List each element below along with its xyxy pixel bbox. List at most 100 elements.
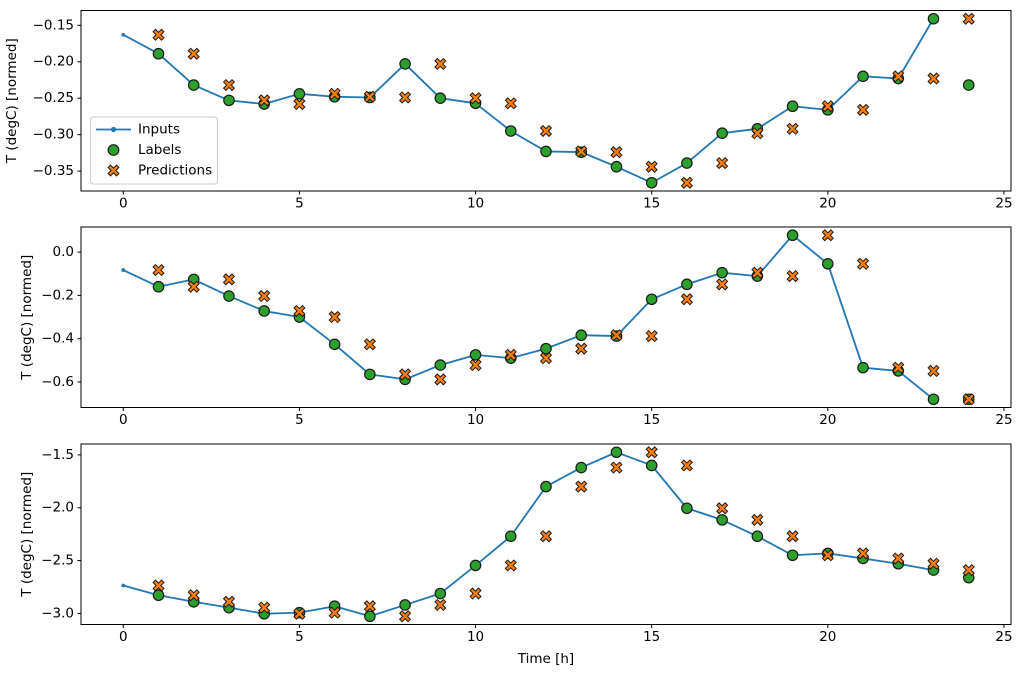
axes-spines — [80, 10, 1012, 192]
prediction-marker — [786, 270, 799, 283]
inputs-line — [122, 18, 935, 184]
y-tick-label: −0.20 — [33, 54, 74, 70]
prediction-marker — [363, 338, 376, 351]
prediction-marker — [962, 393, 975, 406]
label-marker — [645, 459, 658, 472]
label-marker — [927, 393, 940, 406]
legend: Inputs Labels Predictions — [90, 116, 218, 185]
prediction-marker — [716, 278, 729, 291]
prediction-marker — [575, 480, 588, 493]
x-tick-label: 10 — [467, 629, 484, 645]
prediction-marker — [363, 600, 376, 613]
y-tick-label: −0.4 — [41, 331, 74, 347]
axes-spines — [80, 443, 1012, 625]
prediction-marker — [751, 513, 764, 526]
legend-label-inputs: Inputs — [138, 122, 180, 138]
label-marker — [610, 160, 623, 173]
prediction-marker — [187, 280, 200, 293]
subplot-1: T (degC) [normed] 0 5 10 15 20 25 −0.15 −0.20 −0… — [4, 10, 1013, 212]
prediction-marker — [187, 47, 200, 60]
label-marker — [364, 610, 376, 623]
prediction-marker — [328, 87, 341, 100]
x-tick-label: 15 — [643, 629, 660, 645]
prediction-marker — [222, 595, 236, 608]
label-marker — [716, 127, 728, 139]
label-marker — [152, 589, 165, 602]
x-tick-label: 0 — [119, 196, 128, 212]
label-marker — [152, 280, 165, 293]
subplot-3: T (degC) [normed] 0 5 10 15 20 25 −1.5 −2.0 −2.5… — [19, 443, 1013, 645]
legend-entry-labels: Labels — [107, 142, 181, 158]
legend-entry-inputs: Inputs — [96, 122, 180, 138]
y-tick-label: −0.30 — [33, 127, 74, 143]
prediction-marker — [293, 607, 306, 620]
label-marker — [716, 266, 728, 279]
y-tick-label: −2.5 — [41, 553, 74, 569]
prediction-marker — [856, 103, 870, 116]
label-marker — [822, 257, 834, 270]
prediction-marker — [962, 12, 975, 25]
prediction-marker — [645, 446, 658, 459]
label-marker — [645, 293, 658, 306]
prediction-marker — [927, 72, 940, 85]
prediction-marker — [575, 342, 588, 355]
prediction-marker — [751, 127, 764, 140]
y-tick-label: −1.5 — [41, 447, 74, 463]
label-marker — [293, 88, 306, 100]
x-tick-label: 20 — [819, 412, 836, 428]
prediction-marker — [786, 530, 799, 543]
inputs-dot-swatch-icon — [110, 126, 117, 133]
x-tick-label: 15 — [643, 412, 660, 428]
plot-area-3: 0 5 10 15 20 25 −1.5 −2.0 −2.5 −3.0 — [41, 443, 1013, 645]
y-tick-label: −0.15 — [33, 17, 74, 33]
prediction-marker — [398, 610, 412, 623]
prediction-marker — [469, 92, 482, 105]
y-tick-label: −0.35 — [33, 163, 74, 179]
prediction-marker — [821, 549, 834, 562]
prediction-marker — [680, 176, 694, 189]
axes-spines — [80, 226, 1012, 408]
label-marker — [857, 361, 869, 374]
prediction-marker — [751, 266, 764, 279]
prediction-marker — [786, 122, 799, 135]
prediction-marker — [293, 304, 306, 318]
x-tick-label: 5 — [295, 412, 304, 428]
label-marker — [469, 559, 482, 572]
prediction-marker — [716, 156, 729, 170]
prediction-marker — [434, 373, 447, 386]
prediction-marker — [258, 289, 271, 303]
y-axis-label: T (degC) [normed] — [19, 472, 35, 598]
y-tick-label: −0.6 — [41, 374, 74, 390]
input-point-marker — [121, 268, 126, 272]
prediction-marker — [716, 502, 729, 515]
prediction-marker — [610, 146, 623, 159]
prediction-marker — [962, 563, 975, 577]
prediction-marker — [504, 559, 517, 572]
prediction-marker — [821, 100, 834, 113]
y-axis-label: T (degC) [normed] — [19, 255, 35, 381]
x-tick-label: 20 — [819, 196, 836, 212]
plot-area-1: 0 5 10 15 20 25 −0.15 −0.20 −0.25 −0.30 −0.35 — [33, 10, 1013, 212]
prediction-marker — [575, 145, 588, 158]
input-point-marker — [121, 32, 126, 37]
prediction-marker — [856, 257, 870, 270]
x-axis-label: Time [h] — [517, 651, 574, 667]
prediction-marker — [469, 587, 482, 600]
y-tick-label: −0.25 — [33, 90, 74, 106]
prediction-marker — [328, 310, 341, 324]
prediction-marker — [892, 361, 905, 374]
label-marker — [681, 502, 693, 515]
label-marker — [540, 480, 552, 493]
x-tick-label: 15 — [643, 196, 660, 212]
label-marker — [575, 329, 588, 342]
prediction-marker — [892, 552, 905, 565]
label-marker — [857, 70, 869, 83]
prediction-marker — [328, 606, 341, 619]
prediction-marker — [222, 273, 236, 286]
label-marker — [364, 368, 376, 381]
label-marker — [152, 47, 165, 60]
label-marker — [681, 157, 693, 169]
legend-label-labels: Labels — [138, 142, 181, 158]
prediction-marker — [610, 461, 623, 474]
